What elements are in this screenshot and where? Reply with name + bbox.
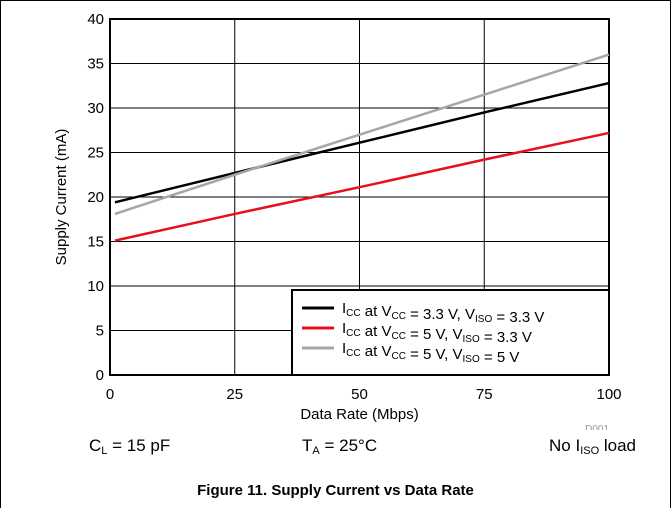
legend-entry: ICC at VCC = 5 V, VISO = 3.3 V xyxy=(342,320,532,346)
figure-caption: Figure 11. Supply Current vs Data Rate xyxy=(197,482,474,499)
y-tick-label: 15 xyxy=(87,234,104,251)
legend-text: I xyxy=(342,340,346,357)
series-line xyxy=(114,53,610,216)
y-tick-label: 35 xyxy=(87,56,104,73)
legend-text: = 3.3 V xyxy=(480,329,532,346)
legend-subscript: CC xyxy=(391,311,405,322)
series-line xyxy=(114,81,610,204)
legend-subscript: CC xyxy=(346,328,360,339)
legend-text: = 3.3 V xyxy=(492,309,544,326)
y-tick-label: 0 xyxy=(96,367,104,384)
x-axis-title: Data Rate (Mbps) xyxy=(300,406,418,423)
legend-text: I xyxy=(342,320,346,337)
x-tick-label: 100 xyxy=(596,386,621,403)
y-tick-label: 30 xyxy=(87,100,104,117)
legend-text: at V xyxy=(361,323,392,340)
legend-subscript: CC xyxy=(346,348,360,359)
y-tick-label: 20 xyxy=(87,189,104,206)
legend-text: = 5 V, V xyxy=(406,326,463,343)
legend-text: = 5 V xyxy=(480,349,520,366)
legend-subscript: ISO xyxy=(463,354,480,365)
legend-text: = 3.3 V, V xyxy=(406,306,475,323)
y-tick-label: 10 xyxy=(87,278,104,295)
legend-subscript: ISO xyxy=(463,334,480,345)
x-tick-label: 50 xyxy=(351,386,368,403)
x-tick-label: 75 xyxy=(476,386,493,403)
legend-box xyxy=(291,289,610,376)
legend-subscript: CC xyxy=(346,308,360,319)
frame-top-border xyxy=(0,0,671,1)
legend-text: at V xyxy=(361,303,392,320)
legend-text: = 5 V, V xyxy=(406,346,463,363)
legend-text: I xyxy=(342,300,346,317)
series-line xyxy=(114,131,610,242)
supply-current-chart: 0 25 50 75 100 0 5 10 15 20 25 30 35 40 Data Rate (Mbp… xyxy=(53,11,622,430)
y-tick-label: 25 xyxy=(87,145,104,162)
legend-text: at V xyxy=(361,343,392,360)
y-tick-label: 5 xyxy=(96,323,104,340)
iso-load-condition: No IISO load xyxy=(549,436,637,457)
frame-left-border xyxy=(0,0,1,508)
x-tick-label: 25 xyxy=(226,386,243,403)
y-tick-label: 40 xyxy=(87,11,104,28)
figure-id-annotation: D001 xyxy=(585,424,609,430)
legend-entry: ICC at VCC = 3.3 V, VISO = 3.3 V xyxy=(342,300,544,326)
legend-entry: ICC at VCC = 5 V, VISO = 5 V xyxy=(342,340,519,366)
test-conditions: CL = 15 pF TA = 25°C No IISO load xyxy=(0,436,671,466)
legend-subscript: ISO xyxy=(475,314,492,325)
x-tick-label: 0 xyxy=(106,386,114,403)
legend-subscript: CC xyxy=(391,351,405,362)
ambient-temperature-condition: TA = 25°C xyxy=(302,436,378,457)
load-capacitance-condition: CL = 15 pF xyxy=(89,436,171,457)
legend-subscript: CC xyxy=(391,331,405,342)
y-axis-title: Supply Current (mA) xyxy=(53,129,70,266)
